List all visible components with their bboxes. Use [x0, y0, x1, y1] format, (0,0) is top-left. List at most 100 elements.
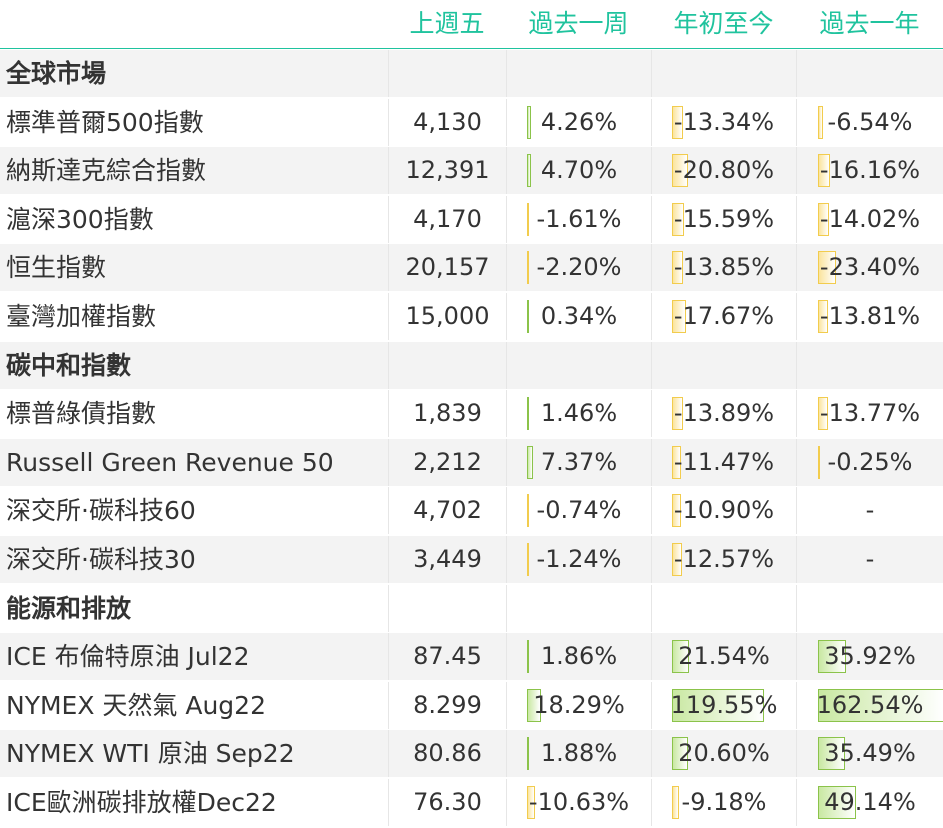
ytd-value: 21.54% — [678, 642, 770, 671]
last-friday-value: 3,449 — [388, 536, 506, 583]
past-year-bar — [817, 154, 831, 188]
header-past-year: 過去一年 — [819, 9, 920, 38]
past-year-value: -23.40% — [819, 253, 921, 282]
past-week-bar — [527, 154, 531, 188]
last-friday-value: 12,391 — [388, 147, 506, 195]
past-year-bar — [817, 640, 846, 674]
past-week-bar — [527, 445, 533, 479]
ytd: -11.47% — [651, 438, 796, 486]
table-row: ICE 布倫特原油 Jul22 87.45 1.86% 21.54% 35.92% — [0, 632, 943, 681]
past-week-bar — [527, 494, 530, 528]
table-row: 滬深300指數 4,170 -1.61% -15.59% -14.02% — [0, 194, 943, 243]
past-week: 1.46% — [506, 390, 651, 438]
past-week-bar — [527, 251, 530, 285]
empty-cell — [388, 584, 506, 632]
past-week-bar — [527, 688, 542, 722]
past-week: 1.88% — [506, 730, 651, 778]
last-friday-value: 20,157 — [388, 244, 506, 292]
past-week: 18.29% — [506, 681, 651, 729]
past-week-value: -2.20% — [536, 253, 622, 282]
table-header: 上週五 過去一周 年初至今 過去一年 — [0, 0, 943, 49]
past-week: 4.26% — [506, 98, 651, 146]
ytd: -15.59% — [651, 195, 796, 243]
ytd-bar — [672, 105, 683, 139]
empty-cell — [651, 341, 796, 389]
ytd-bar — [672, 543, 682, 576]
empty-cell — [651, 50, 796, 97]
section-title: 全球市場 — [6, 59, 107, 88]
ytd-value: 20.60% — [678, 739, 770, 768]
past-year-value: - — [865, 496, 875, 525]
past-year-value: 49.14% — [824, 788, 916, 816]
past-year: -13.77% — [796, 390, 943, 438]
past-year-value: - — [865, 545, 875, 573]
past-week-bar — [527, 105, 531, 139]
ytd: -20.80% — [651, 147, 796, 195]
index-name: 臺灣加權指數 — [6, 302, 157, 331]
past-week-value: 4.70% — [540, 156, 618, 185]
index-name: 標準普爾500指數 — [6, 107, 204, 137]
past-year: -13.81% — [796, 293, 943, 340]
past-year-bar — [817, 300, 829, 333]
past-year: -0.25% — [796, 438, 943, 486]
index-name: Russell Green Revenue 50 — [6, 447, 334, 477]
past-year: - — [796, 487, 943, 535]
ytd-value: -9.18% — [681, 788, 767, 816]
last-friday-value: 4,130 — [388, 98, 506, 146]
ytd-bar — [672, 154, 689, 188]
section-row: 能源和排放 — [0, 583, 943, 632]
past-week: 1.86% — [506, 633, 651, 681]
table-row: 恒生指數 20,157 -2.20% -13.85% -23.40% — [0, 243, 943, 292]
index-name: NYMEX 天然氣 Aug22 — [6, 690, 266, 720]
past-year: 162.54% — [796, 681, 943, 729]
empty-cell — [388, 50, 506, 97]
empty-cell — [506, 50, 651, 97]
last-friday-value: 4,170 — [388, 195, 506, 243]
empty-cell — [506, 584, 651, 632]
index-name: 滬深300指數 — [6, 204, 154, 234]
last-friday-value: 2,212 — [388, 438, 506, 486]
ytd: -9.18% — [651, 779, 796, 826]
past-year-bar — [817, 251, 836, 285]
ytd-bar — [672, 688, 765, 722]
ytd: -13.89% — [651, 390, 796, 438]
ytd-value: -13.89% — [673, 399, 775, 428]
index-name: 恒生指數 — [6, 253, 107, 283]
ytd: -13.85% — [651, 244, 796, 292]
table-row: NYMEX WTI 原油 Sep22 80.86 1.88% 20.60% 35.49% — [0, 729, 943, 778]
index-name: ICE 布倫特原油 Jul22 — [6, 642, 250, 672]
last-friday-value: 87.45 — [388, 633, 506, 681]
past-week-value: 1.88% — [540, 739, 618, 768]
past-year: -16.16% — [796, 147, 943, 195]
past-year: - — [796, 536, 943, 583]
past-year: 49.14% — [796, 779, 943, 826]
table-row: Russell Green Revenue 50 2,212 7.37% -11.47… — [0, 437, 943, 486]
index-name: NYMEX WTI 原油 Sep22 — [6, 739, 295, 769]
past-year-bar — [817, 105, 823, 139]
past-year-bar — [817, 397, 829, 431]
past-week: 0.34% — [506, 293, 651, 340]
past-week-bar — [527, 397, 530, 431]
ytd-bar — [672, 737, 689, 771]
past-week-bar — [527, 202, 530, 236]
ytd-bar — [672, 786, 680, 819]
ytd: -13.34% — [651, 98, 796, 146]
past-week-value: 1.46% — [540, 399, 618, 428]
ytd: 119.55% — [651, 681, 796, 729]
past-week-value: 0.34% — [540, 302, 618, 330]
empty-cell — [796, 341, 943, 389]
past-week: -0.74% — [506, 487, 651, 535]
past-week-value: 18.29% — [533, 690, 625, 719]
table-row: NYMEX 天然氣 Aug22 8.299 18.29% 119.55% 162.54% — [0, 680, 943, 729]
past-year-bar — [817, 445, 820, 479]
ytd-bar — [672, 202, 685, 236]
past-week-value: -1.61% — [536, 204, 622, 233]
past-year-bar — [817, 786, 856, 819]
past-week-bar — [527, 737, 530, 771]
index-name: 標普綠債指數 — [6, 399, 157, 429]
header-last-friday: 上週五 — [409, 9, 485, 38]
past-year-value: -13.77% — [819, 399, 921, 428]
ytd-bar — [672, 445, 682, 479]
past-week: 7.37% — [506, 438, 651, 486]
